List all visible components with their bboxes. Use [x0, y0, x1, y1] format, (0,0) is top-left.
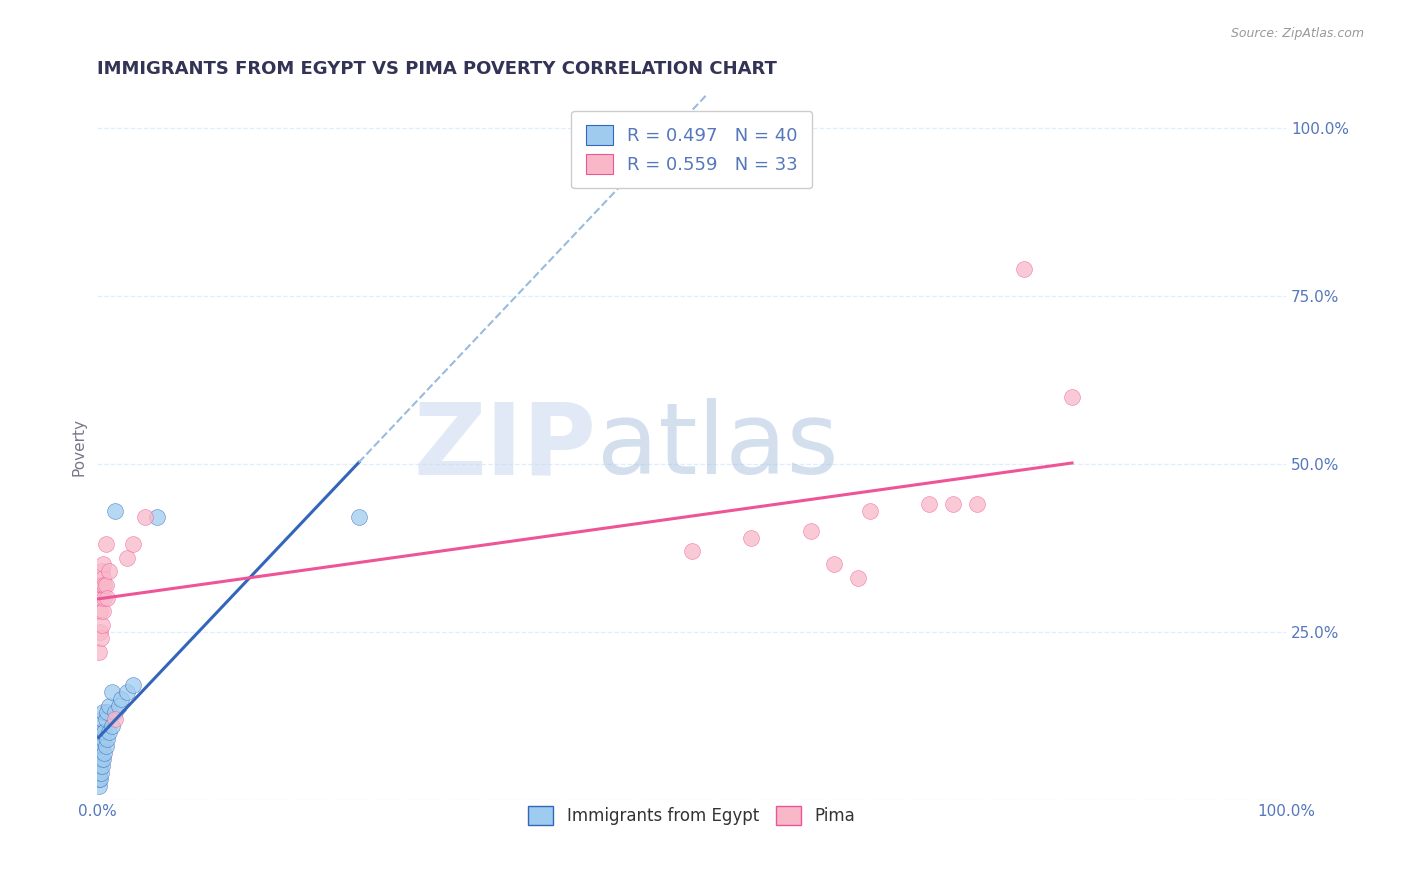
- Point: [96, 591, 118, 605]
- Point: [1060, 390, 1083, 404]
- Point: [107, 698, 129, 713]
- Point: [96, 705, 118, 719]
- Point: [1014, 262, 1036, 277]
- Point: [90, 577, 112, 591]
- Point: [87, 746, 110, 760]
- Point: [104, 712, 127, 726]
- Point: [91, 618, 114, 632]
- Point: [98, 698, 121, 713]
- Point: [146, 510, 169, 524]
- Point: [918, 497, 941, 511]
- Point: [90, 632, 112, 646]
- Point: [100, 685, 122, 699]
- Point: [347, 510, 370, 524]
- Point: [91, 739, 114, 753]
- Point: [89, 725, 111, 739]
- Point: [859, 504, 882, 518]
- Point: [89, 624, 111, 639]
- Point: [681, 544, 703, 558]
- Point: [94, 712, 117, 726]
- Point: [91, 605, 114, 619]
- Text: atlas: atlas: [596, 399, 838, 495]
- Point: [87, 752, 110, 766]
- Point: [93, 591, 115, 605]
- Point: [823, 558, 845, 572]
- Point: [100, 719, 122, 733]
- Point: [134, 510, 156, 524]
- Point: [87, 732, 110, 747]
- Point: [122, 537, 145, 551]
- Y-axis label: Poverty: Poverty: [72, 418, 86, 476]
- Point: [91, 705, 114, 719]
- Point: [87, 739, 110, 753]
- Point: [87, 759, 110, 773]
- Point: [90, 752, 112, 766]
- Point: [89, 605, 111, 619]
- Point: [91, 752, 114, 766]
- Point: [90, 591, 112, 605]
- Point: [87, 772, 110, 787]
- Point: [89, 759, 111, 773]
- Point: [90, 765, 112, 780]
- Point: [94, 577, 117, 591]
- Point: [87, 779, 110, 793]
- Point: [93, 725, 115, 739]
- Point: [91, 564, 114, 578]
- Legend: Immigrants from Egypt, Pima: Immigrants from Egypt, Pima: [520, 798, 863, 833]
- Point: [90, 725, 112, 739]
- Point: [96, 732, 118, 747]
- Point: [91, 571, 114, 585]
- Text: ZIP: ZIP: [413, 399, 596, 495]
- Point: [91, 577, 114, 591]
- Point: [104, 705, 127, 719]
- Point: [115, 685, 138, 699]
- Point: [942, 497, 965, 511]
- Point: [122, 678, 145, 692]
- Point: [91, 712, 114, 726]
- Point: [87, 645, 110, 659]
- Point: [93, 577, 115, 591]
- Point: [740, 531, 762, 545]
- Point: [115, 550, 138, 565]
- Point: [89, 772, 111, 787]
- Point: [90, 739, 112, 753]
- Text: Source: ZipAtlas.com: Source: ZipAtlas.com: [1230, 27, 1364, 40]
- Point: [110, 691, 132, 706]
- Point: [94, 739, 117, 753]
- Point: [91, 558, 114, 572]
- Point: [89, 746, 111, 760]
- Text: IMMIGRANTS FROM EGYPT VS PIMA POVERTY CORRELATION CHART: IMMIGRANTS FROM EGYPT VS PIMA POVERTY CO…: [97, 60, 778, 78]
- Point: [91, 732, 114, 747]
- Point: [799, 524, 821, 538]
- Point: [98, 725, 121, 739]
- Point: [91, 759, 114, 773]
- Point: [87, 765, 110, 780]
- Point: [98, 564, 121, 578]
- Point: [93, 746, 115, 760]
- Point: [104, 504, 127, 518]
- Point: [966, 497, 988, 511]
- Point: [94, 537, 117, 551]
- Point: [846, 571, 869, 585]
